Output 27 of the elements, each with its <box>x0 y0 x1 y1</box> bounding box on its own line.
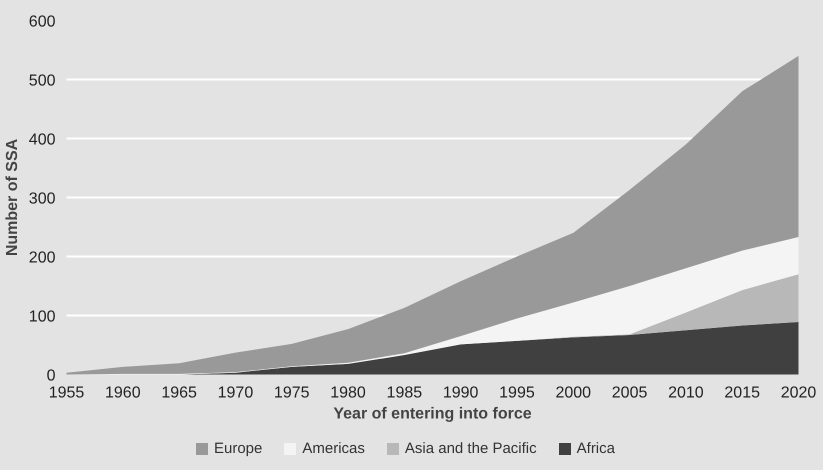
x-tick-label: 1985 <box>386 384 422 402</box>
y-axis-title: Number of SSA <box>4 138 21 256</box>
x-tick-label: 1970 <box>218 384 254 402</box>
x-tick-label: 1990 <box>442 384 479 402</box>
legend-label: Americas <box>302 440 365 458</box>
y-tick-label: 400 <box>28 132 56 148</box>
x-tick-label: 2015 <box>724 384 760 402</box>
y-tick-label: 300 <box>28 190 56 208</box>
y-tick-label: 200 <box>28 250 56 266</box>
legend-label: Africa <box>576 440 615 458</box>
legend-label: Asia and the Pacific <box>404 440 537 458</box>
y-tick-label: 100 <box>28 308 56 326</box>
x-tick-label: 1960 <box>105 384 141 402</box>
x-tick-label: 1965 <box>161 384 198 402</box>
x-tick-label: 2005 <box>612 384 648 402</box>
x-tick-label: 1995 <box>499 384 535 402</box>
x-tick-label: 1975 <box>274 384 310 402</box>
x-tick-label: 2000 <box>555 384 592 402</box>
y-tick-label: 0 <box>46 368 56 384</box>
x-tick-label: 1955 <box>48 384 84 402</box>
y-tick-label: 600 <box>28 14 56 30</box>
y-tick-label: 500 <box>28 72 56 90</box>
x-tick-label: 1980 <box>330 384 366 402</box>
x-tick-label: 2020 <box>780 384 816 402</box>
x-tick-label: 2010 <box>668 384 704 402</box>
x-axis-title: Year of entering into force <box>333 406 532 422</box>
legend-label: Europe <box>214 440 262 458</box>
